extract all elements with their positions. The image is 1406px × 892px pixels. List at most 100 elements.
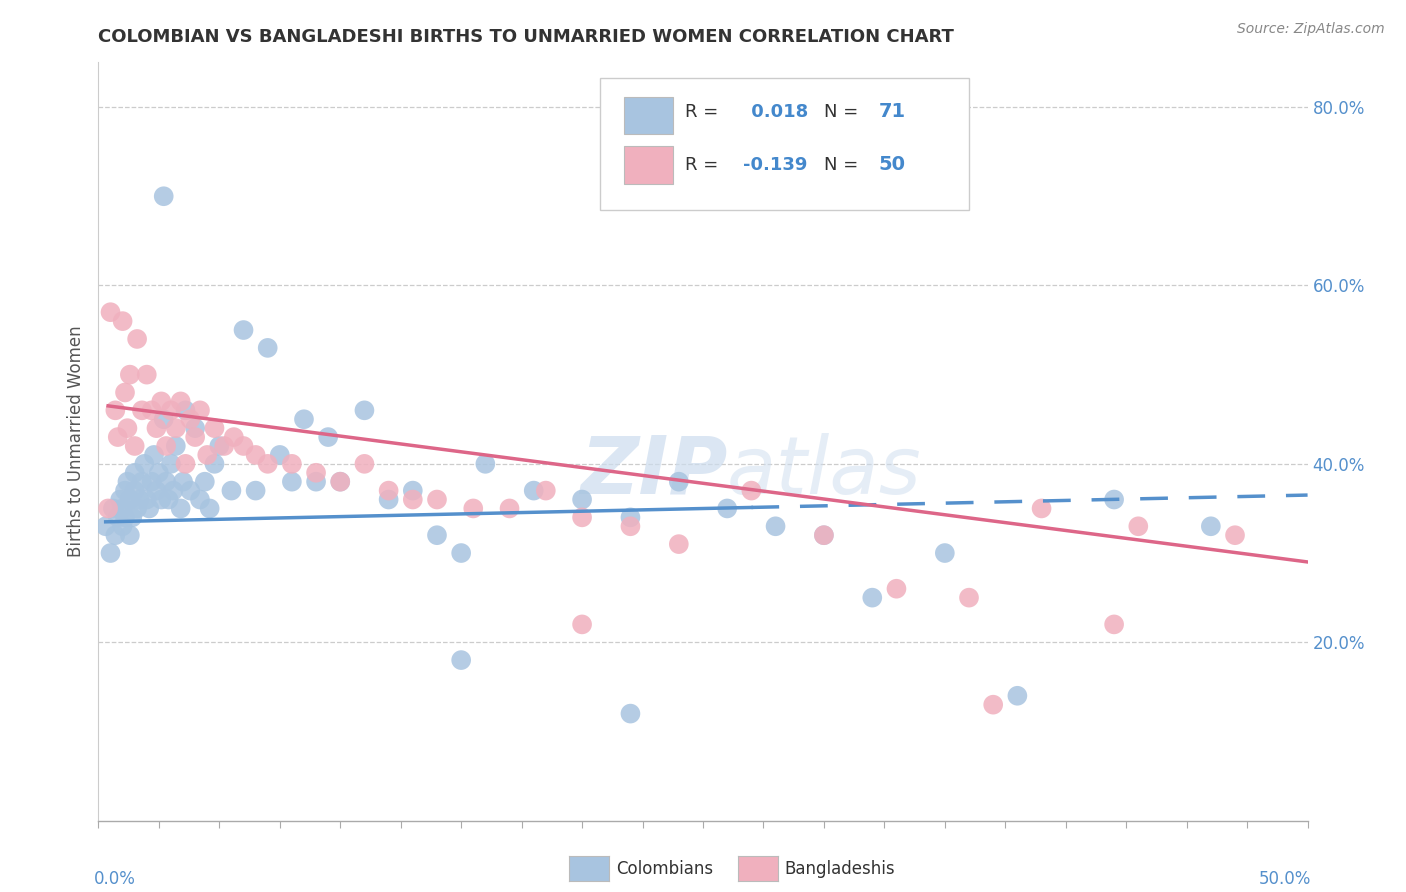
Point	[145, 483, 167, 498]
Point	[860, 591, 883, 605]
Point	[169, 394, 191, 409]
Point	[162, 483, 184, 498]
Point	[402, 483, 425, 498]
Point	[94, 519, 117, 533]
Point	[117, 421, 139, 435]
Point	[204, 421, 226, 435]
Text: atlas: atlas	[727, 433, 922, 511]
Point	[108, 492, 131, 507]
Point	[118, 368, 141, 382]
Point	[118, 492, 141, 507]
FancyBboxPatch shape	[600, 78, 969, 211]
Point	[353, 403, 375, 417]
Point	[155, 439, 177, 453]
Point	[534, 483, 557, 498]
Point	[138, 501, 160, 516]
Point	[222, 430, 245, 444]
Point	[1199, 519, 1222, 533]
Text: N =: N =	[824, 156, 863, 174]
Point	[111, 519, 134, 533]
Bar	[624, 96, 673, 135]
Text: Bangladeshis: Bangladeshis	[785, 860, 896, 878]
Point	[148, 466, 170, 480]
Point	[179, 412, 201, 426]
Point	[740, 483, 762, 498]
Point	[165, 421, 187, 435]
Point	[134, 457, 156, 471]
Text: 0.0%: 0.0%	[94, 870, 135, 888]
Point	[256, 341, 278, 355]
Point	[571, 510, 593, 524]
Point	[305, 466, 328, 480]
Point	[160, 457, 183, 471]
Point	[141, 403, 163, 417]
Point	[474, 457, 496, 471]
Point	[121, 510, 143, 524]
Point	[619, 510, 641, 524]
Point	[157, 492, 180, 507]
Point	[305, 475, 328, 489]
Text: 50.0%: 50.0%	[1258, 870, 1312, 888]
Point	[100, 546, 122, 560]
Point	[150, 492, 173, 507]
Point	[124, 466, 146, 480]
Point	[131, 403, 153, 417]
Point	[160, 403, 183, 417]
Point	[212, 439, 235, 453]
Point	[194, 475, 217, 489]
Text: 0.018: 0.018	[745, 103, 808, 120]
Point	[1102, 492, 1125, 507]
Point	[188, 403, 211, 417]
Point	[619, 519, 641, 533]
Point	[152, 189, 174, 203]
Point	[463, 501, 485, 516]
Point	[97, 501, 120, 516]
Point	[195, 448, 218, 462]
Point	[104, 403, 127, 417]
Point	[155, 475, 177, 489]
Point	[169, 501, 191, 516]
Text: R =: R =	[685, 156, 724, 174]
Point	[523, 483, 546, 498]
Point	[152, 412, 174, 426]
Point	[668, 475, 690, 489]
Point	[1102, 617, 1125, 632]
Point	[124, 439, 146, 453]
Point	[1031, 501, 1053, 516]
Point	[114, 483, 136, 498]
Point	[204, 457, 226, 471]
Point	[813, 528, 835, 542]
Point	[143, 448, 166, 462]
Text: -0.139: -0.139	[742, 156, 807, 174]
Point	[329, 475, 352, 489]
Point	[184, 430, 207, 444]
Point	[498, 501, 520, 516]
Point	[124, 483, 146, 498]
Point	[221, 483, 243, 498]
Point	[111, 501, 134, 516]
Point	[329, 475, 352, 489]
Point	[353, 457, 375, 471]
Point	[402, 492, 425, 507]
Point	[281, 457, 304, 471]
Point	[450, 653, 472, 667]
Point	[127, 332, 149, 346]
Point	[111, 314, 134, 328]
Point	[765, 519, 787, 533]
Point	[269, 448, 291, 462]
Point	[232, 439, 254, 453]
Point	[100, 305, 122, 319]
Point	[141, 475, 163, 489]
Point	[117, 475, 139, 489]
Point	[426, 528, 449, 542]
Text: Colombians: Colombians	[616, 860, 713, 878]
Point	[1223, 528, 1246, 542]
Text: ZIP: ZIP	[579, 433, 727, 511]
Point	[256, 457, 278, 471]
Text: 50: 50	[879, 155, 905, 174]
Point	[145, 421, 167, 435]
Text: N =: N =	[824, 103, 863, 120]
Point	[174, 403, 197, 417]
Point	[981, 698, 1004, 712]
Point	[668, 537, 690, 551]
